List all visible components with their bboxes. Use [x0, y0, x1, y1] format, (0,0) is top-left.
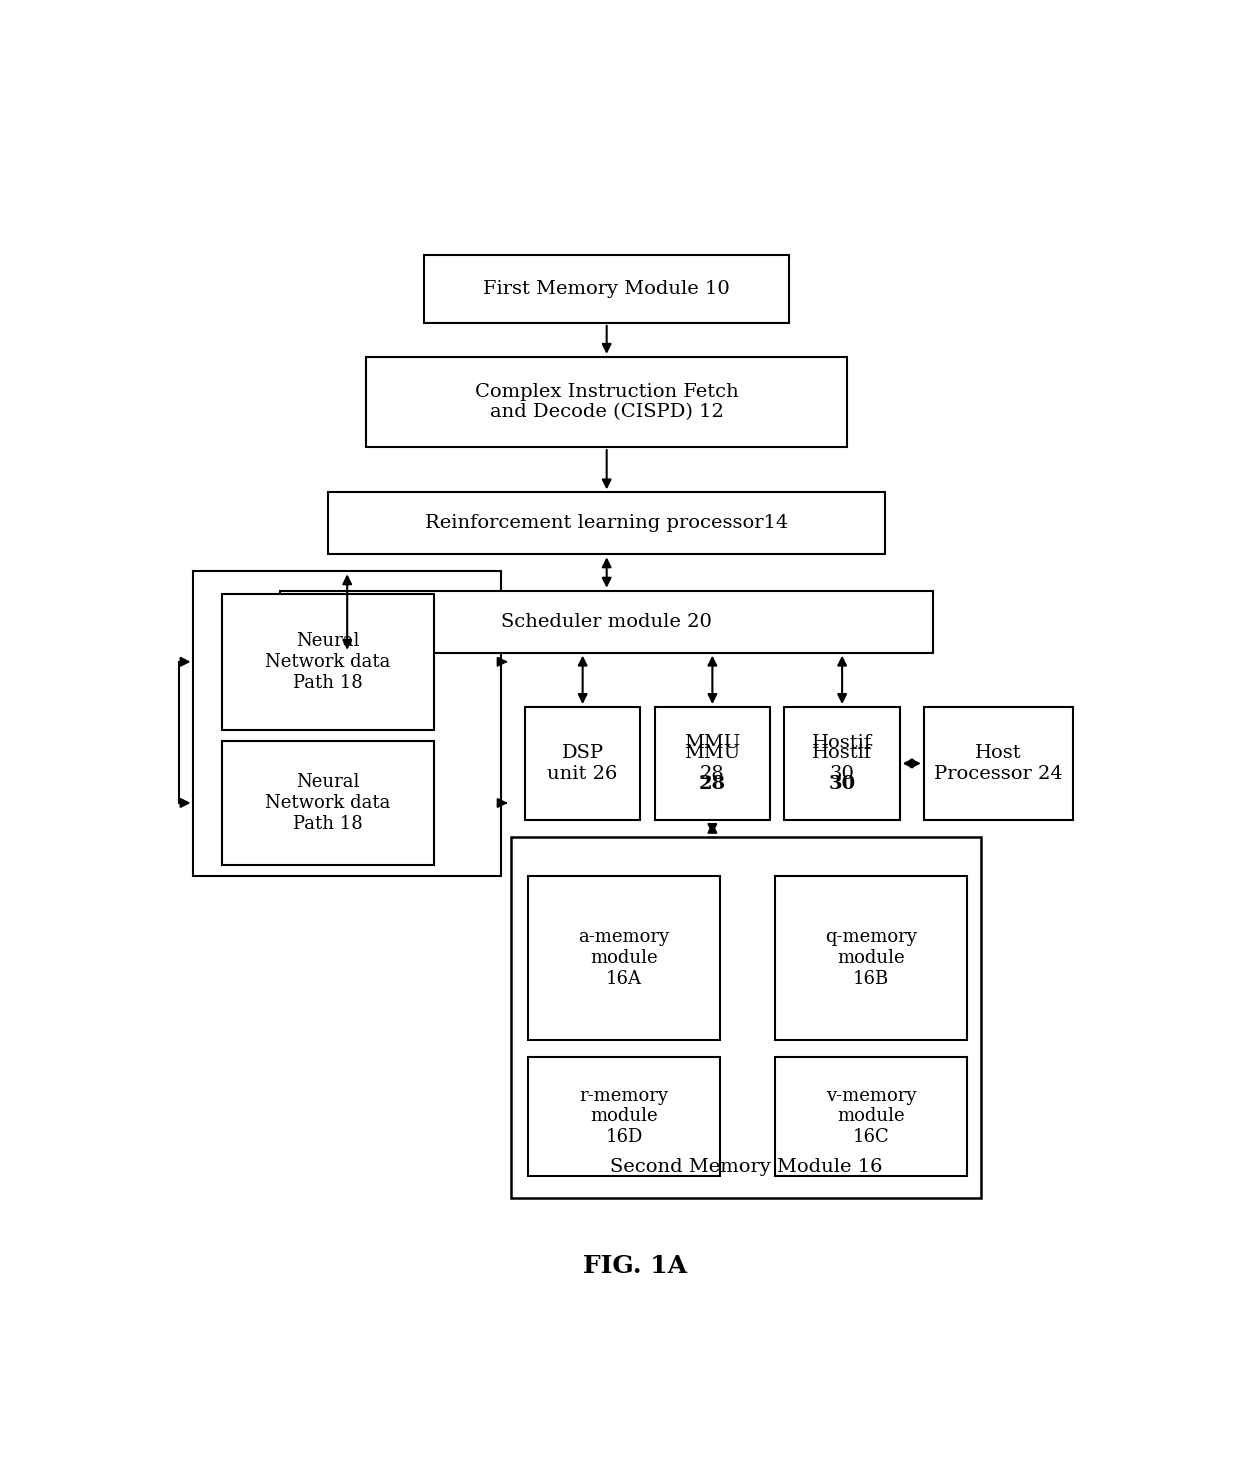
Text: 30: 30: [828, 775, 856, 792]
FancyBboxPatch shape: [924, 707, 1073, 820]
Text: Hostif: Hostif: [812, 734, 872, 753]
FancyBboxPatch shape: [424, 255, 789, 323]
Text: q-memory
module
16B: q-memory module 16B: [825, 929, 916, 989]
FancyBboxPatch shape: [327, 493, 885, 555]
FancyBboxPatch shape: [367, 356, 847, 447]
FancyBboxPatch shape: [525, 707, 640, 820]
Text: MMU
28: MMU 28: [684, 744, 740, 783]
FancyBboxPatch shape: [655, 707, 770, 820]
Text: Reinforcement learning processor14: Reinforcement learning processor14: [425, 515, 789, 533]
Text: a-memory
module
16A: a-memory module 16A: [578, 929, 670, 989]
FancyBboxPatch shape: [193, 571, 501, 876]
Text: FIG. 1A: FIG. 1A: [584, 1254, 687, 1278]
Text: Second Memory Module 16: Second Memory Module 16: [610, 1157, 883, 1175]
FancyBboxPatch shape: [775, 1058, 967, 1175]
Text: Host
Processor 24: Host Processor 24: [934, 744, 1063, 783]
Text: DSP
unit 26: DSP unit 26: [547, 744, 618, 783]
FancyBboxPatch shape: [222, 741, 434, 866]
Text: v-memory
module
16C: v-memory module 16C: [826, 1087, 916, 1146]
Text: MMU: MMU: [684, 734, 740, 753]
Text: Neural
Network data
Path 18: Neural Network data Path 18: [265, 773, 391, 833]
FancyBboxPatch shape: [511, 836, 982, 1199]
FancyBboxPatch shape: [222, 594, 434, 729]
Text: Complex Instruction Fetch
and Decode (CISPD) 12: Complex Instruction Fetch and Decode (CI…: [475, 383, 739, 421]
FancyBboxPatch shape: [280, 591, 934, 653]
Text: r-memory
module
16D: r-memory module 16D: [579, 1087, 668, 1146]
FancyBboxPatch shape: [528, 1058, 720, 1175]
FancyBboxPatch shape: [528, 876, 720, 1040]
Text: 28: 28: [699, 775, 725, 792]
Text: Neural
Network data
Path 18: Neural Network data Path 18: [265, 632, 391, 691]
Text: First Memory Module 10: First Memory Module 10: [484, 280, 730, 298]
Text: Hostif
30: Hostif 30: [812, 744, 872, 783]
FancyBboxPatch shape: [775, 876, 967, 1040]
Text: Scheduler module 20: Scheduler module 20: [501, 613, 712, 631]
FancyBboxPatch shape: [785, 707, 900, 820]
